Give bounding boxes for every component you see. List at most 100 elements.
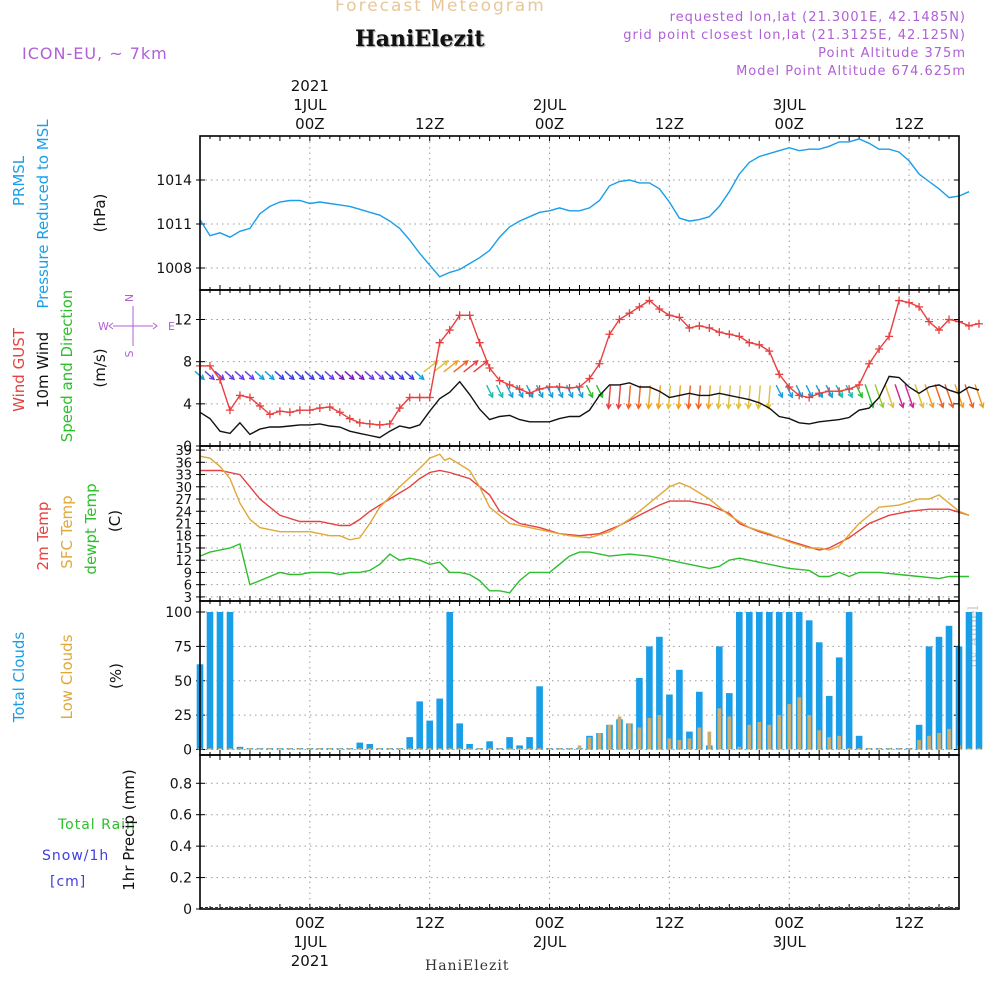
- wind-barb: [894, 384, 905, 409]
- wind-barb-head: [675, 403, 682, 410]
- wind-barb-shaft: [284, 370, 295, 380]
- wind-barb: [414, 370, 425, 381]
- legend-low-clouds: Low Clouds: [58, 634, 76, 719]
- wind-gust-marker: [375, 420, 384, 429]
- bottom-time-label: 00Z: [295, 914, 324, 932]
- wind-gust-marker: [785, 382, 794, 391]
- cloud-total-bar: [805, 620, 813, 750]
- cloud-low-bar: [647, 717, 652, 750]
- cloud-total-bar: [466, 744, 473, 750]
- cloud-low-bar: [817, 730, 821, 750]
- cloud-low-bar: [807, 715, 812, 750]
- prmsl-line: [199, 138, 970, 278]
- cloud-total-bar: [456, 723, 463, 750]
- wind-barb-shaft: [757, 385, 761, 409]
- cloud-total-bar: [666, 694, 673, 750]
- wind-gust-marker: [475, 338, 484, 347]
- cloud-low-bar: [737, 746, 742, 750]
- ytick-label-precip: 0: [183, 902, 192, 918]
- wind-barb-shaft: [717, 385, 722, 409]
- top-time-label: 3JUL: [773, 96, 807, 114]
- cloud-low-bar: [298, 748, 302, 750]
- cloud-low-bar: [867, 748, 871, 750]
- wind-barb-head: [878, 402, 885, 409]
- cloud-low-bar: [487, 748, 492, 750]
- wind-gust-marker: [675, 313, 684, 322]
- wind-barb: [433, 359, 449, 373]
- wind-barb-head: [498, 392, 504, 399]
- wind-barb-shaft: [657, 385, 662, 409]
- wind-barb-head: [328, 374, 335, 381]
- cloud-total-bar: [915, 724, 923, 750]
- wind-barb-head: [635, 403, 642, 410]
- cloud-low-bar: [357, 748, 362, 750]
- wind-gust-marker: [825, 387, 834, 396]
- wind-barb: [745, 385, 752, 410]
- wind-barb: [855, 384, 863, 399]
- wind-barb-shaft: [314, 370, 325, 380]
- chart-title: Forecast Meteogram: [335, 0, 546, 16]
- cloud-total-bar: [406, 737, 413, 750]
- cloud-low-bar: [837, 735, 841, 750]
- wind-gust-marker: [285, 408, 294, 417]
- bottom-time-label: 12Z: [655, 914, 684, 932]
- wind-barb: [384, 370, 395, 381]
- wind-gust-marker: [655, 304, 664, 313]
- cloud-total-bar: [636, 678, 643, 750]
- ytick-label-precip: 0.8: [170, 776, 192, 792]
- wind-barb: [214, 370, 226, 381]
- wind-barb-shaft: [687, 385, 692, 409]
- wind-gust-marker: [895, 296, 904, 305]
- ytick-label-temperature: 33: [175, 469, 192, 484]
- wind-barb-shaft: [934, 384, 944, 408]
- cloud-total-bar: [646, 646, 653, 750]
- cloud-low-bar: [497, 748, 502, 750]
- wind-barb: [443, 359, 459, 373]
- legend-sfc-temp: SFC Temp: [58, 495, 76, 568]
- legend-total-rain: Total Rain: [58, 817, 136, 833]
- wind-barb-shaft: [244, 370, 255, 380]
- wind-barb-head: [725, 403, 732, 410]
- wind-gust-marker: [535, 385, 544, 394]
- ytick-label-wind: 12: [174, 313, 192, 329]
- ytick-label-clouds: 0: [183, 743, 192, 759]
- cloud-low-bar: [527, 748, 532, 750]
- cloud-total-bar: [795, 612, 803, 750]
- wind-barb-shaft: [595, 384, 604, 398]
- cloud-low-bar: [757, 722, 762, 750]
- legend-wind-unit: (m/s): [91, 348, 109, 387]
- wind-barb-shaft: [805, 384, 813, 398]
- legend-pressure-msl: Pressure Reduced to MSL: [34, 119, 52, 309]
- wind-barb-head: [918, 402, 925, 409]
- wind-gust-marker: [445, 326, 454, 335]
- wind-barb-shaft: [433, 360, 449, 373]
- cloud-total-bar: [446, 612, 453, 750]
- cloud-total-bar: [736, 612, 743, 750]
- cloud-total-bar: [825, 695, 833, 750]
- wind-barb-head: [765, 403, 772, 410]
- wind-barb-head: [745, 403, 752, 410]
- wind-gust-marker: [575, 382, 584, 391]
- wind-barb: [473, 359, 489, 373]
- wind-barb-head: [318, 374, 325, 381]
- cloud-low-bar: [577, 745, 582, 750]
- wind-barb-shaft: [775, 384, 783, 398]
- wind-barb-head: [508, 392, 514, 399]
- wind-barb: [934, 384, 945, 409]
- cloud-low-bar: [607, 724, 612, 750]
- cloud-total-bar: [676, 669, 683, 750]
- wind-gust-marker: [695, 321, 704, 330]
- wind-barb-head: [777, 392, 784, 399]
- wind-gust-marker: [735, 332, 744, 341]
- compass-cross: [113, 306, 153, 346]
- legend-speed-direction: Speed and Direction: [58, 290, 76, 443]
- cloud-low-bar: [727, 716, 732, 750]
- wind-barb-head: [408, 374, 415, 381]
- cloud-low-bar: [387, 748, 392, 750]
- compass-east-label: E: [168, 320, 175, 333]
- cloud-low-bar: [457, 748, 462, 750]
- cloud-low-bar: [367, 748, 372, 750]
- cloud-low-bar: [517, 748, 522, 750]
- bottom-time-label: 2JUL: [533, 933, 567, 951]
- cloud-low-bar: [308, 748, 312, 750]
